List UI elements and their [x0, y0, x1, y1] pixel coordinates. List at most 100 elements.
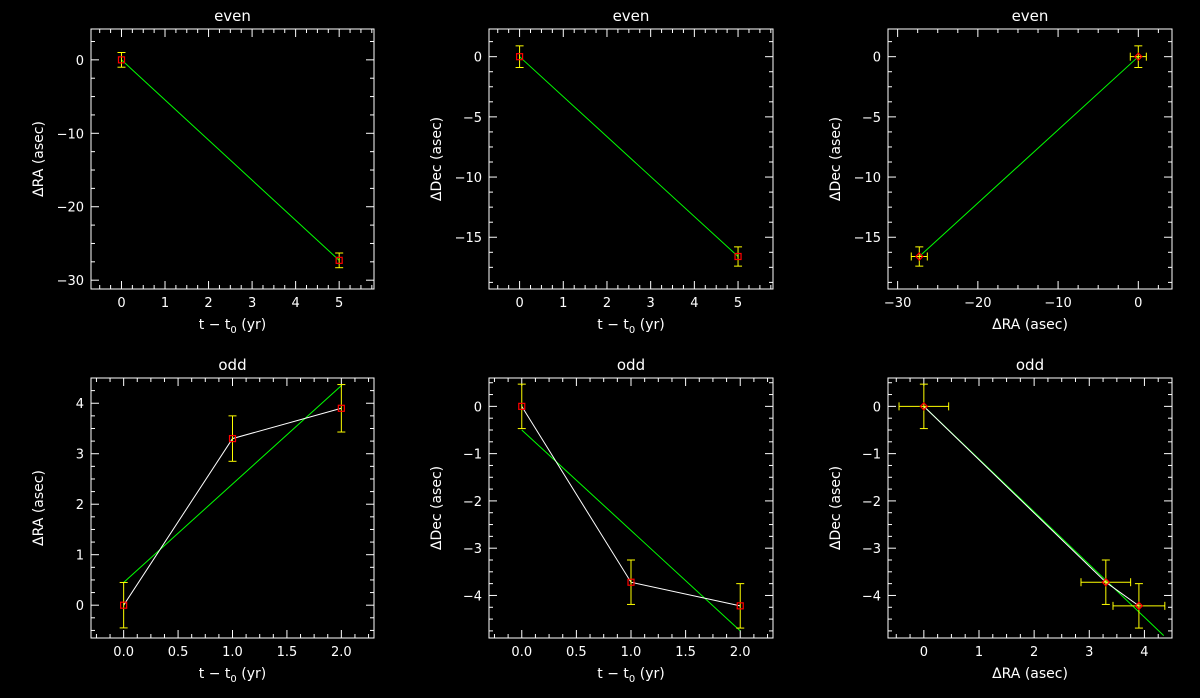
- x-axis-label-subscript: 0: [629, 325, 635, 336]
- x-tick-label: 4: [1140, 645, 1148, 660]
- y-tick-label: −4: [463, 589, 482, 604]
- x-tick-label: 2: [1030, 645, 1038, 660]
- data-point: [914, 252, 924, 261]
- x-axis-label-unit: (yr): [237, 666, 266, 682]
- x-axis-label-unit: (yr): [635, 666, 664, 682]
- x-tick-label: 1.0: [621, 645, 642, 660]
- fit-line: [519, 56, 739, 257]
- data-point: [120, 601, 128, 609]
- x-tick-label: 1: [975, 645, 983, 660]
- x-tick-label: 5: [734, 296, 742, 311]
- x-axis-label-main: t − t: [597, 317, 629, 333]
- x-axis-label-main: t − t: [597, 666, 629, 682]
- x-tick-label: 2.0: [331, 645, 352, 660]
- y-tick-label: −10: [455, 171, 482, 186]
- x-axis-label: t − t0 (yr): [199, 317, 266, 336]
- x-tick-label: −20: [964, 296, 991, 311]
- x-axis-label-subscript: 0: [629, 674, 635, 685]
- y-tick-label: −3: [463, 542, 482, 557]
- x-axis-label: ΔRA (asec): [992, 666, 1068, 682]
- y-axis-label: ΔRA (asec): [31, 470, 47, 546]
- y-axis-label: ΔDec (asec): [828, 466, 844, 550]
- x-tick-label: 2.0: [730, 645, 751, 660]
- x-tick-label: 0: [117, 296, 125, 311]
- x-axis-label: t − t0 (yr): [597, 666, 664, 685]
- y-tick-label: 1: [76, 549, 84, 564]
- y-tick-label: 3: [76, 448, 84, 463]
- data-point: [734, 252, 742, 261]
- x-tick-label: 1: [161, 296, 169, 311]
- data-layer: [517, 383, 745, 632]
- data-layer: [117, 52, 344, 269]
- data-point: [736, 602, 744, 610]
- data-point: [335, 256, 343, 264]
- data-point: [1101, 577, 1111, 587]
- x-axis-label: ΔRA (asec): [992, 317, 1068, 333]
- data-point: [627, 578, 635, 586]
- panel-title: even: [1012, 7, 1049, 25]
- fit-line: [121, 59, 340, 261]
- x-tick-label: 4: [291, 296, 299, 311]
- data-layer: [515, 45, 743, 267]
- y-tick-label: −15: [854, 231, 881, 246]
- x-tick-label: 1: [559, 296, 567, 311]
- data-point: [337, 404, 345, 412]
- data-point: [518, 402, 526, 410]
- y-tick-label: −10: [854, 171, 881, 186]
- plot-frame: [887, 377, 1173, 639]
- x-tick-label: −10: [1044, 296, 1071, 311]
- x-tick-label: 5: [335, 296, 343, 311]
- data-point: [515, 53, 524, 61]
- x-tick-label: 0: [1134, 296, 1142, 311]
- y-tick-label: −1: [463, 448, 482, 463]
- x-tick-label: 0: [920, 645, 928, 660]
- y-tick-label: −1: [862, 448, 881, 463]
- x-axis-label-subscript: 0: [230, 325, 236, 336]
- plot-frame: [887, 28, 1173, 290]
- y-tick-label: −15: [455, 231, 482, 246]
- x-tick-label: 3: [647, 296, 655, 311]
- data-layer: [898, 383, 1166, 636]
- x-tick-label: 4: [690, 296, 698, 311]
- y-tick-label: −5: [862, 111, 881, 126]
- x-tick-label: 1.5: [277, 645, 298, 660]
- y-tick-label: −3: [862, 542, 881, 557]
- y-tick-label: 0: [474, 400, 482, 415]
- y-tick-label: −2: [862, 495, 881, 510]
- data-point: [1134, 601, 1144, 611]
- x-tick-label: 3: [1085, 645, 1093, 660]
- x-axis-label-main: t − t: [199, 666, 231, 682]
- x-axis-label: t − t0 (yr): [597, 317, 664, 336]
- y-axis-label: ΔDec (asec): [828, 117, 844, 201]
- panel-title: even: [214, 7, 251, 25]
- y-tick-label: 0: [76, 54, 84, 69]
- x-tick-label: −30: [884, 296, 911, 311]
- data-point: [228, 434, 237, 443]
- data-point: [919, 402, 929, 411]
- data-line: [923, 406, 1140, 607]
- y-tick-label: 0: [873, 51, 881, 66]
- x-axis-label: t − t0 (yr): [199, 666, 266, 685]
- panel-title: even: [613, 7, 650, 25]
- panel-title: odd: [218, 356, 246, 374]
- x-axis-label-subscript: 0: [230, 674, 236, 685]
- x-axis-label-main: ΔRA (asec): [992, 317, 1068, 333]
- y-tick-label: −5: [463, 111, 482, 126]
- plot-frame: [90, 28, 375, 290]
- x-tick-label: 2: [204, 296, 212, 311]
- panel-title: odd: [617, 356, 645, 374]
- fit-line: [123, 385, 342, 583]
- x-tick-label: 1.0: [222, 645, 243, 660]
- data-point: [117, 56, 126, 64]
- y-tick-label: 4: [76, 397, 84, 412]
- x-tick-label: 2: [603, 296, 611, 311]
- x-tick-label: 3: [248, 296, 256, 311]
- x-axis-label-main: t − t: [199, 317, 231, 333]
- y-axis-label: ΔDec (asec): [429, 117, 445, 201]
- x-tick-label: 0.5: [566, 645, 587, 660]
